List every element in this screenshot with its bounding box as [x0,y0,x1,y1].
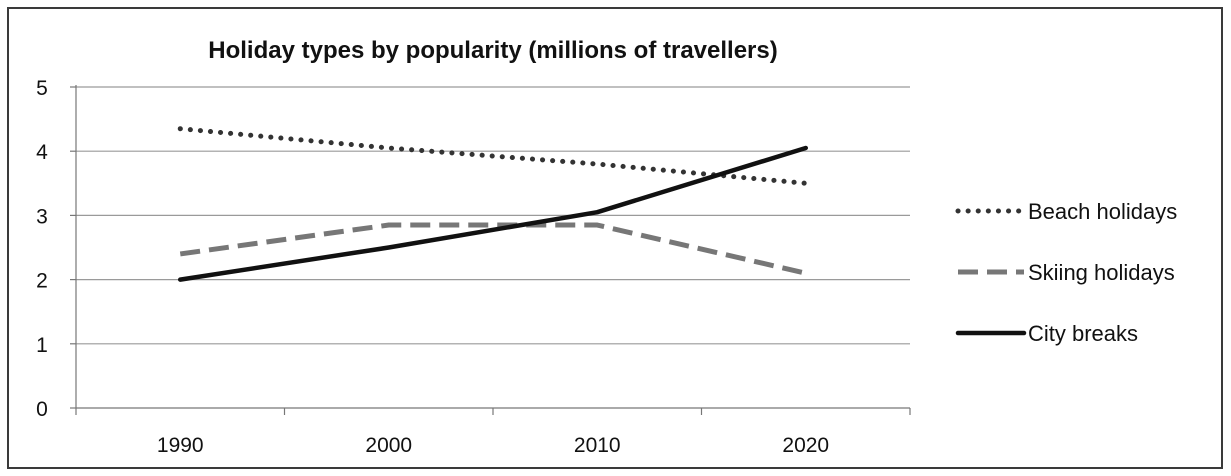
legend-label-beach-holidays: Beach holidays [1028,199,1177,224]
y-tick-label: 3 [36,205,48,228]
y-tick-label: 1 [36,334,48,357]
y-tick-label: 4 [36,141,48,164]
series-line-city-breaks [178,145,808,282]
gridlines [76,86,910,345]
y-tick-label: 2 [36,270,48,293]
series-line-beach-holidays [177,126,809,186]
legend-label-skiing-holidays: Skiing holidays [1028,260,1175,285]
legend-label-city-breaks: City breaks [1028,321,1138,346]
x-tick-label: 2000 [365,434,412,457]
y-tick-label: 5 [36,77,48,100]
legend: Beach holidays Skiing holidays City breaks [955,199,1177,346]
series-line-skiing-holidays [179,222,807,276]
y-tick-labels: 0 1 2 3 4 5 [36,77,48,421]
chart-title: Holiday types by popularity (millions of… [208,37,777,64]
x-tick-label: 1990 [157,434,204,457]
axes [70,85,911,415]
x-tick-labels: 1990 2000 2010 2020 [157,434,829,457]
x-tick-label: 2010 [574,434,621,457]
chart-frame [7,7,1223,469]
y-tick-label: 0 [36,398,48,421]
series-lines [177,126,809,282]
x-tick-label: 2020 [782,434,829,457]
